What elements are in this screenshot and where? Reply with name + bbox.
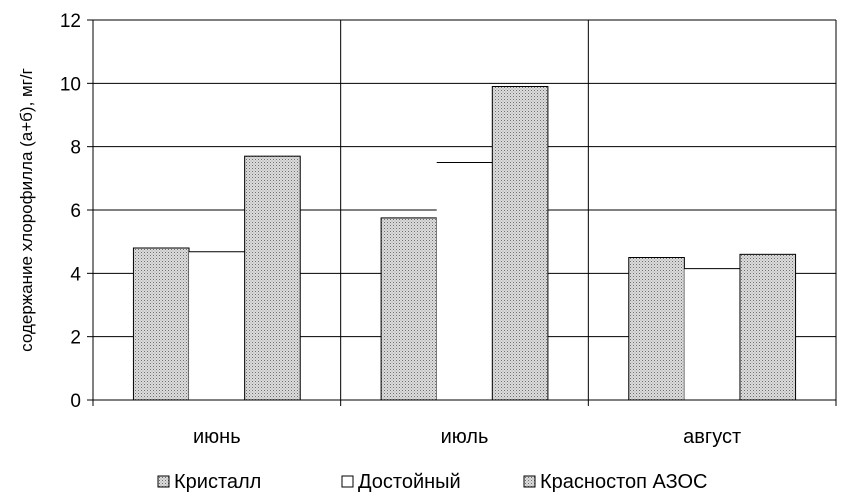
bar bbox=[491, 86, 549, 401]
y-tick-label: 4 bbox=[70, 264, 81, 285]
y-tick-label: 12 bbox=[60, 11, 81, 32]
axes bbox=[87, 19, 837, 406]
bar bbox=[132, 247, 190, 401]
x-category-label: июль bbox=[441, 426, 489, 448]
legend-label: Красностоп АЗОС bbox=[540, 471, 707, 493]
bar bbox=[628, 257, 685, 401]
y-tick-label: 10 bbox=[60, 74, 81, 95]
bar bbox=[739, 253, 797, 401]
bar bbox=[380, 217, 438, 401]
x-category-labels: июнь июль август bbox=[193, 426, 741, 448]
y-tick-label: 0 bbox=[70, 391, 81, 412]
legend: Кристалл Достойный Красностоп АЗОС bbox=[157, 471, 707, 493]
bars bbox=[132, 86, 797, 401]
bar bbox=[189, 251, 245, 400]
y-tick-label: 2 bbox=[70, 328, 81, 349]
y-tick-label: 8 bbox=[70, 138, 81, 159]
y-tick-label: 6 bbox=[70, 201, 81, 222]
x-category-label: июнь bbox=[193, 426, 241, 448]
bar bbox=[684, 268, 740, 400]
legend-swatch bbox=[157, 475, 170, 488]
legend-label: Кристалл bbox=[174, 471, 261, 493]
y-axis-title: содержание хлорофилла (а+б), мг/г bbox=[17, 68, 36, 352]
legend-swatch bbox=[341, 475, 354, 488]
legend-swatch bbox=[523, 475, 536, 488]
bar bbox=[436, 162, 493, 400]
legend-label: Достойный bbox=[358, 471, 461, 493]
bar bbox=[244, 155, 301, 401]
y-tick-labels: 0 2 4 6 8 10 12 bbox=[60, 11, 82, 412]
x-category-label: август bbox=[683, 426, 741, 448]
